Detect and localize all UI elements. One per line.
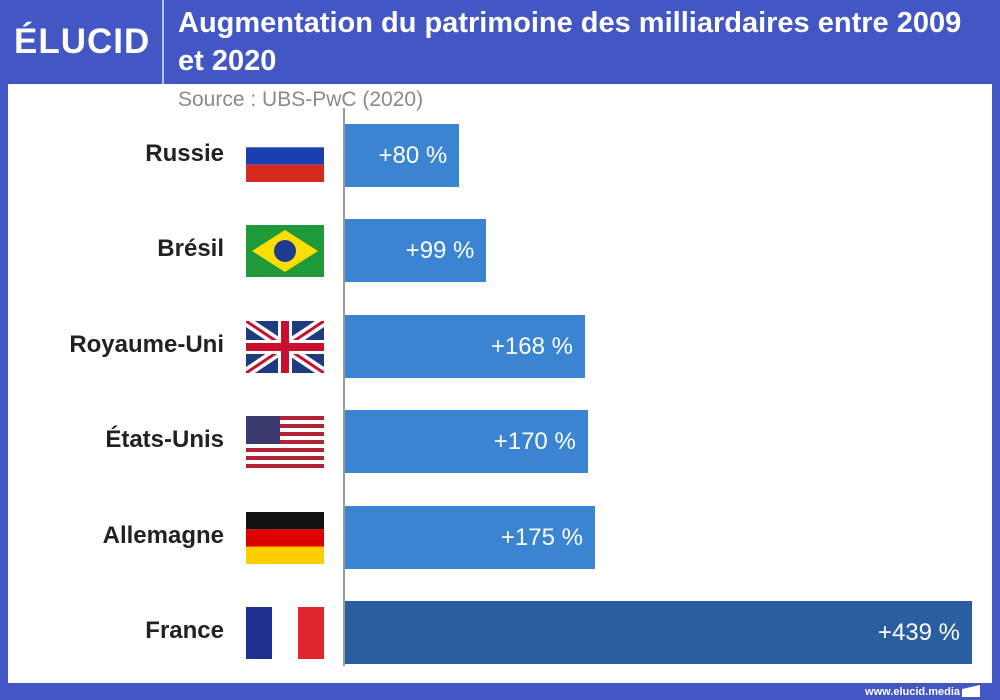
bar-france: +439 % xyxy=(345,601,972,664)
data-label: +168 % xyxy=(490,332,573,360)
bar-royaume-uni: +168 % xyxy=(345,314,585,378)
category-label: Royaume-Uni xyxy=(69,330,224,358)
uk-flag-icon xyxy=(246,320,324,373)
data-label: +170 % xyxy=(493,428,576,456)
russia-flag-icon xyxy=(246,130,324,182)
germany-flag-icon xyxy=(246,511,324,564)
header-divider xyxy=(162,0,164,84)
category-label: France xyxy=(145,617,224,644)
category-label: Brésil xyxy=(157,235,224,263)
data-label: +175 % xyxy=(500,523,583,551)
data-label: +99 % xyxy=(405,237,475,265)
y-axis-line xyxy=(343,108,345,666)
header: ÉLUCID Augmentation du patrimoine des mi… xyxy=(0,0,1000,84)
data-label: +80 % xyxy=(378,142,448,169)
bar-russie: +80 % xyxy=(345,124,460,187)
elucid-mark-icon xyxy=(962,685,980,697)
brazil-flag-icon xyxy=(246,225,324,278)
category-label: Allemagne xyxy=(102,521,224,549)
source-note: Source : UBS-PwC (2020) xyxy=(178,88,424,111)
bar-allemagne: +175 % xyxy=(345,505,595,569)
category-label: États-Unis xyxy=(105,426,224,454)
chart-panel xyxy=(8,84,992,683)
france-flag-icon xyxy=(246,607,324,659)
data-label: +439 % xyxy=(877,619,960,646)
footer-url[interactable]: www.elucid.media xyxy=(865,686,960,698)
usa-flag-icon xyxy=(246,416,324,469)
bar-états-unis: +170 % xyxy=(345,410,588,474)
logo: ÉLUCID xyxy=(14,22,151,61)
bar-brésil: +99 % xyxy=(345,219,487,283)
category-label: Russie xyxy=(145,140,224,167)
chart-title: Augmentation du patrimoine des milliarda… xyxy=(178,7,962,77)
